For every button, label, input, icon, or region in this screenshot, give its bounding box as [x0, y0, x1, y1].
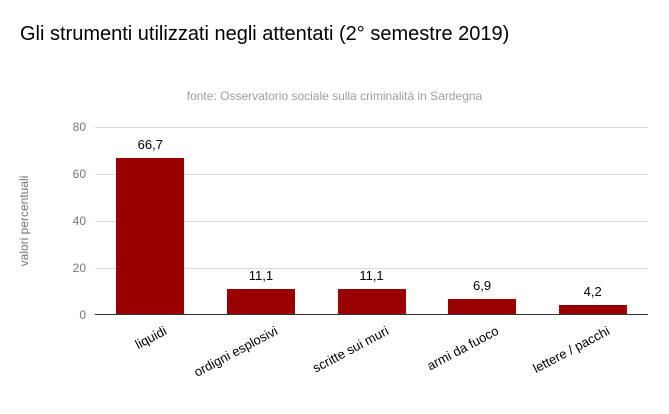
bar-scritte-sui-muri — [337, 288, 406, 315]
gridline-40 — [95, 220, 648, 222]
y-tick-label-80: 80 — [72, 120, 86, 134]
bar-lettere-pacchi — [558, 305, 627, 315]
gridline-60 — [95, 173, 648, 175]
bar-value-label: 4,2 — [583, 284, 602, 300]
bar-armi-da-fuoco — [448, 298, 517, 315]
gridline-20 — [95, 267, 648, 269]
bar-liquidi — [116, 158, 185, 315]
bar-value-label: 66,7 — [137, 137, 163, 153]
y-tick-label-0: 0 — [79, 308, 86, 322]
chart-subtitle: fonte: Osservatorio sociale sulla crimin… — [186, 89, 483, 103]
plot-area: 66,7 11,1 11,1 6,9 4,2 — [95, 126, 648, 315]
y-tick-label-40: 40 — [72, 214, 86, 228]
bar-ordigni-esplosivi — [226, 288, 295, 315]
chart-title: Gli strumenti utilizzati negli attentati… — [20, 23, 510, 45]
y-tick-label-20: 20 — [72, 261, 86, 275]
gridline-80 — [95, 126, 648, 128]
y-tick-label-60: 60 — [72, 167, 86, 181]
bar-value-label: 6,9 — [473, 277, 492, 293]
bar-value-label: 11,1 — [248, 267, 274, 283]
y-axis-title: valori percentuali — [17, 175, 31, 267]
x-axis-baseline — [95, 314, 648, 315]
bar-value-label: 11,1 — [359, 267, 384, 283]
